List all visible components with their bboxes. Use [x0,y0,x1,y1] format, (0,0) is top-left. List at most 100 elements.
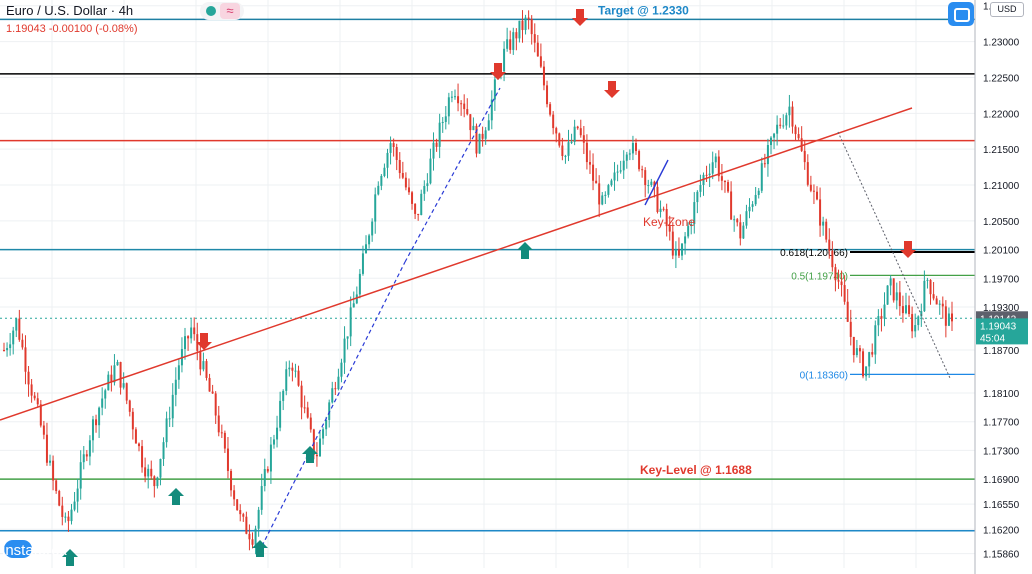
axis-tick-label: 1.15860 [983,550,1020,561]
candle-body [365,244,368,254]
axis-tick-label: 1.21500 [983,145,1020,156]
candle-body [162,442,165,459]
candle-body [613,172,616,181]
candle-body [223,432,226,449]
arrows [62,9,916,566]
candle-body [377,185,380,195]
candle-body [527,17,530,19]
candle-body [794,126,797,135]
fib-label: 0.618(1.20066) [780,248,848,259]
candle-body [886,285,889,305]
candle-body [536,42,539,57]
candle-body [493,79,496,100]
candle-body [469,114,472,131]
candle-body [788,106,791,116]
candle-body [168,418,171,420]
wave-icon[interactable]: ≈ [220,3,240,19]
fib-label: 0.5(1.19740) [791,271,848,282]
candle-body [407,187,410,193]
key-zone-label: Key-Zone [643,215,695,229]
candle-body [490,99,493,121]
candle-body [193,327,196,335]
candle-body [144,467,147,477]
candle-body [423,186,426,194]
candle-body [325,419,328,430]
candle-body [947,313,950,326]
candle-body [98,407,101,426]
candle-body [684,236,687,244]
candle-body [898,292,901,307]
candle-body [877,316,880,326]
level-label: Key-Level @ 1.1688 [640,463,752,477]
candle-body [570,141,573,143]
fib-label: 0(1.18360) [800,370,848,381]
trendlines: Key-Zone [0,87,951,547]
candle-body [279,400,282,428]
candle-body [435,142,438,147]
axis-tick-label: 1.16550 [983,500,1020,511]
candle-body [671,231,674,256]
candle-body [595,180,598,184]
axis-tick-label: 1.19700 [983,274,1020,285]
candle-body [355,294,358,304]
candle-body [880,316,883,319]
candle-body [822,221,825,226]
candle-body [239,510,242,515]
candle-body [420,193,423,215]
candle-body [843,285,846,302]
candle-body [220,432,223,434]
candle-body [300,385,303,408]
candle-body [840,281,843,286]
candle-body [518,20,521,39]
candle-body [539,56,542,67]
buy-arrow-icon [521,250,529,259]
candle-body [269,444,272,472]
candle-body [871,352,874,355]
candle-body [291,367,294,371]
axis-tick-label: 1.23000 [983,38,1020,49]
candle-body [855,348,858,356]
candle-body [457,96,460,104]
candle-body [288,367,291,370]
candle-body [727,182,730,192]
candle-body [312,429,315,455]
candle-body [368,235,371,245]
candle-body [776,124,779,134]
candle-body [806,162,809,185]
candle-body [328,402,331,420]
price-axis[interactable]: 1.235001.230001.225001.220001.215001.210… [974,0,1032,574]
fullscreen-icon[interactable] [948,2,974,26]
candle-body [153,476,156,487]
candle-body [616,171,619,173]
candle-body [352,303,355,308]
candle-body [211,391,214,394]
sell-arrow-icon [576,9,584,18]
candle-body [33,395,36,399]
candle-body [466,109,469,115]
candle-body [245,516,248,534]
candle-body [622,160,625,171]
candle-body [141,446,144,468]
candle-body [380,175,383,186]
candles [3,10,953,555]
symbol-title: Euro / U.S. Dollar · 4h [6,3,134,18]
currency-label[interactable]: USD [990,2,1024,17]
candle-body [177,365,180,380]
candle-body [15,318,18,331]
candle-body [524,17,527,31]
axis-tick-label: 1.17300 [983,446,1020,457]
candle-body [509,39,512,50]
candle-body [82,454,85,463]
candle-body [708,173,711,176]
candle-body [816,191,819,200]
candle-body [444,116,447,122]
key-zone-arrow [644,159,669,206]
candle-body [849,321,852,337]
candle-body [45,434,48,463]
candle-body [705,174,708,176]
sell-arrow-icon [200,333,208,342]
candle-body [441,121,444,123]
candle-body [42,425,45,435]
